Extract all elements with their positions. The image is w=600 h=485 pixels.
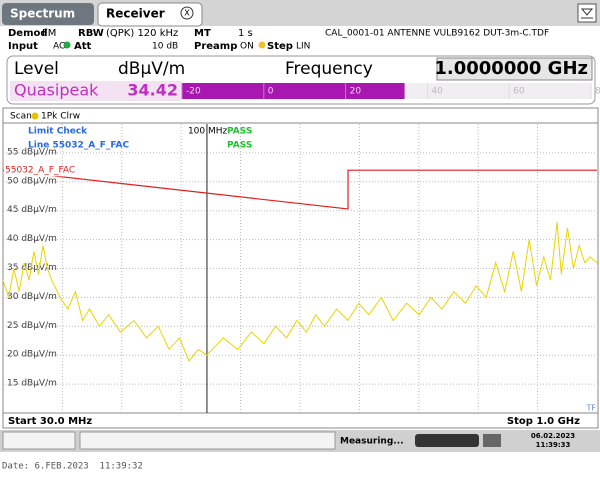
setting-text: LIN <box>296 42 310 52</box>
tab-spectrum[interactable] <box>2 3 94 25</box>
status-date: 06.02.2023 <box>531 432 575 440</box>
detector-value: 34.42 <box>127 81 178 100</box>
frequency-box[interactable] <box>436 57 593 81</box>
meter-tick-label: 0 <box>268 87 274 97</box>
setting-text: Step <box>267 41 293 52</box>
limit-line-path <box>2 169 597 210</box>
tab-close[interactable] <box>180 6 194 20</box>
detector-label: Quasipeak <box>14 81 99 100</box>
setting-text: FM <box>42 28 56 39</box>
limit-line-result: PASS <box>227 141 252 151</box>
y-tick-label: 55 dBµV/m <box>7 147 57 157</box>
setting-text: Demod <box>8 28 48 39</box>
trace-indicator <box>31 112 39 120</box>
tab-receiver[interactable] <box>97 2 203 27</box>
y-tick-label: 30 dBµV/m <box>7 292 57 302</box>
detector-box <box>10 81 182 101</box>
meter-tick-label: 60 <box>513 87 525 97</box>
menu-icon <box>580 8 594 16</box>
y-tick-label: 25 dBµV/m <box>7 321 57 331</box>
status-time: 11:39:33 <box>536 441 571 449</box>
marker-label: 100 MHz <box>188 127 228 137</box>
setting-text: MT <box>194 28 211 39</box>
y-tick-label: 20 dBµV/m <box>7 350 57 360</box>
start-label: Start 30.0 MHz <box>8 416 92 427</box>
meter-tick-label: 40 <box>431 87 443 97</box>
setting-text: Input <box>8 41 38 52</box>
setting-text: 1 s <box>238 28 253 39</box>
y-tick-label: 45 dBµV/m <box>7 205 57 215</box>
tab-label: Spectrum <box>10 7 75 21</box>
trace <box>2 222 598 362</box>
limit-check-result: PASS <box>227 127 252 137</box>
y-tick-label: 35 dBµV/m <box>7 263 57 273</box>
status-field <box>79 431 336 450</box>
scan-label: Scan <box>10 112 32 122</box>
limit-check: Limit Check <box>28 127 88 137</box>
setting-text: Preamp <box>194 41 237 52</box>
ac-indicator <box>63 41 71 49</box>
meter-tick-label: 20 <box>350 87 362 97</box>
y-tick-label: 15 dBµV/m <box>7 379 57 389</box>
setting-text: AC <box>53 42 65 52</box>
setting-text: (QPK) 120 kHz <box>106 28 178 39</box>
setting-text: ON <box>240 42 254 52</box>
status-field <box>2 431 76 450</box>
setting-text: CAL_0001-01 ANTENNE VULB9162 DUT-3m-C.TD… <box>325 29 549 39</box>
setting-text: Att <box>74 41 92 52</box>
setting-text: RBW <box>78 28 104 39</box>
status-message: Measuring... <box>340 437 404 447</box>
y-tick-label: 40 dBµV/m <box>7 234 57 244</box>
progress-bar <box>415 434 479 447</box>
stop-label: Stop 1.0 GHz <box>507 416 580 427</box>
preamp-indicator <box>258 41 266 49</box>
tf-label: TF <box>586 404 597 413</box>
level-label: Level <box>14 59 59 79</box>
level-unit: dBµV/m <box>118 59 185 79</box>
meter-tick-label: 80 <box>595 87 600 97</box>
limit-label-bg <box>4 164 80 177</box>
tab-close-label: X <box>184 9 190 18</box>
trace-label: 1Pk Clrw <box>41 112 80 122</box>
limit-line-label: 55032_A_F_FAC <box>5 166 75 176</box>
menu-button[interactable] <box>577 3 597 23</box>
tab-label: Receiver <box>106 7 165 21</box>
lxi-icon <box>483 434 501 447</box>
limit-line: Line 55032_A_F_FAC <box>28 141 129 151</box>
meter-bar <box>182 83 405 99</box>
footer-date: Date: 6.FEB.2023 11:39:32 <box>2 462 143 472</box>
meter-tick-label: -20 <box>186 87 201 97</box>
frequency-value: 1.0000000 GHz <box>434 58 588 79</box>
frequency-label: Frequency <box>285 59 373 79</box>
setting-text: 10 dB <box>152 42 178 52</box>
y-tick-label: 50 dBµV/m <box>7 176 57 186</box>
